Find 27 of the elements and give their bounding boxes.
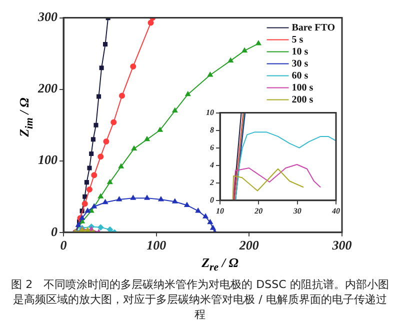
legend-label: 30 s (292, 58, 308, 70)
y-tick-label: 200 (37, 80, 58, 96)
legend-label: Bare FTO (292, 22, 336, 34)
legend-label: 10 s (292, 46, 308, 58)
legend-label: 100 s (292, 82, 314, 94)
y-tick-label: 300 (37, 9, 58, 24)
y-tick-label: 8 (210, 125, 214, 134)
y-tick-label: 100 (38, 152, 58, 168)
x-axis-title: Z$_{re}$ / Ω (200, 255, 240, 275)
x-tick-label: 0 (60, 238, 68, 253)
x-tick-label: 20 (254, 206, 263, 216)
x-tick-label: 100 (146, 238, 167, 253)
legend-label: 60 s (292, 70, 308, 82)
x-tick-label: 10 (216, 206, 224, 216)
y-tick-label: 0 (51, 224, 58, 239)
y-tick-label: 10 (206, 108, 214, 117)
y-tick-label: 0 (210, 195, 214, 204)
x-tick-label: 200 (238, 238, 260, 253)
caption: 图 2 不同喷涂时间的多层碳纳米管作为对电极的 DSSC 的阻抗谱。内部小图是高频区域的放大图，对应于多层碳纳米管对电极 / 电解质界面的电子传递过程 (10, 276, 390, 322)
x-tick-label: 300 (331, 238, 352, 253)
y-tick-label: 2 (209, 178, 214, 187)
legend-label: 5 s (292, 34, 304, 46)
y-tick-label: 4 (209, 160, 214, 170)
legend-label: 200 s (292, 94, 314, 106)
y-tick-label: 6 (210, 142, 214, 152)
x-tick-label: 40 (331, 206, 340, 216)
x-tick-label: 30 (292, 206, 302, 216)
